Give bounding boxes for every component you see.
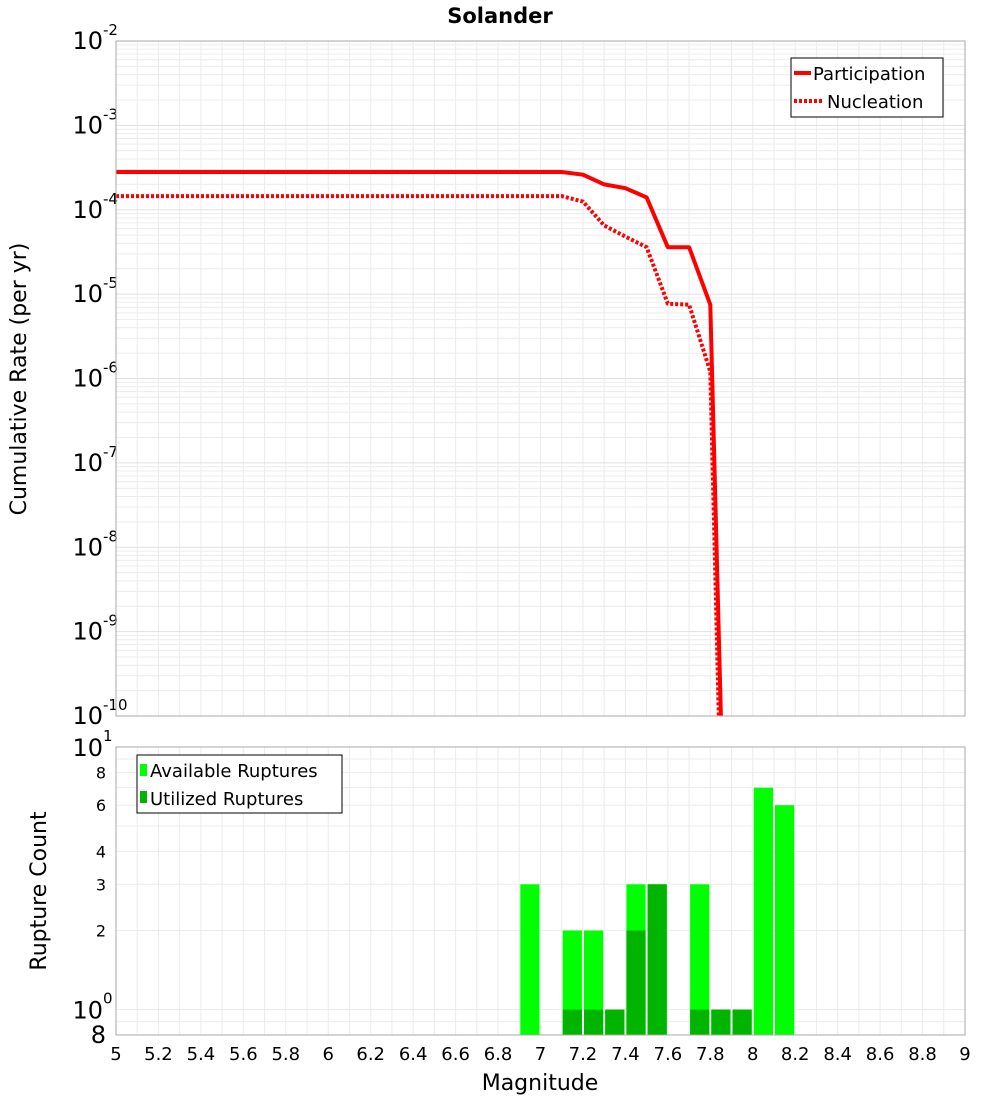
chart-title: Solander <box>447 4 553 28</box>
x-tick-label: 7.6 <box>654 1044 683 1065</box>
top-y-tick-base: 10 <box>72 280 103 308</box>
x-tick-label: 5.8 <box>271 1044 300 1065</box>
bar-utilized <box>690 1009 710 1035</box>
top-y-tick-exp: -6 <box>103 359 118 377</box>
top-plot-frame <box>115 40 966 717</box>
bar-available <box>520 884 540 1035</box>
top-y-tick-exp: -3 <box>103 105 118 123</box>
bar-available <box>584 930 604 1035</box>
legend-label-available: Available Ruptures <box>150 761 318 782</box>
top-y-tick-base: 10 <box>72 702 103 730</box>
bar-utilized <box>626 930 646 1035</box>
legend-label-nucleation: Nucleation <box>827 92 923 113</box>
x-tick-label: 8.4 <box>823 1044 852 1065</box>
top-y-tick-exp: -5 <box>103 274 118 292</box>
x-tick-label: 5.2 <box>144 1044 173 1065</box>
x-tick-label: 5.4 <box>187 1044 216 1065</box>
x-tick-label: 6 <box>323 1044 334 1065</box>
top-y-tick-base: 10 <box>72 449 103 477</box>
x-tick-label: 5.6 <box>229 1044 258 1065</box>
x-tick-label: 7.4 <box>611 1044 640 1065</box>
x-tick-label: 7.2 <box>569 1044 598 1065</box>
legend-swatch-available <box>140 764 147 776</box>
top-y-tick-base: 10 <box>72 533 103 561</box>
bar-available <box>753 787 773 1035</box>
legend-label-utilized: Utilized Ruptures <box>150 789 303 810</box>
bottom-legend: Available Ruptures Utilized Ruptures <box>136 754 343 814</box>
top-y-tick-exp: -7 <box>103 443 118 461</box>
top-y-tick-exp: -2 <box>103 21 118 39</box>
bar-utilized <box>584 1009 604 1035</box>
bottom-y-tick-exp: 1 <box>103 727 113 745</box>
series-line-participation <box>116 170 723 716</box>
top-grid <box>115 41 966 717</box>
bar-utilized <box>605 1009 625 1035</box>
top-y-tick-exp: -8 <box>103 527 118 545</box>
x-tick-label: 8 <box>747 1044 758 1065</box>
top-y-tick-exp: -4 <box>103 190 118 208</box>
bar-available <box>775 805 795 1035</box>
bar-utilized <box>732 1009 752 1035</box>
legend-label-participation: Participation <box>813 64 925 85</box>
x-tick-label: 6.4 <box>399 1044 428 1065</box>
bottom-y-tick-label: 8 <box>96 763 106 782</box>
top-legend: Participation Nucleation <box>790 57 944 118</box>
x-axis-label: Magnitude <box>482 1071 599 1096</box>
top-y-tick-base: 10 <box>72 618 103 646</box>
top-y-tick-exp: -9 <box>103 612 118 630</box>
top-y-axis-label: Cumulative Rate (per yr) <box>7 243 32 516</box>
bottom-bars <box>520 787 795 1035</box>
bottom-y-tick-base: 10 <box>72 734 103 762</box>
top-y-tick-base: 10 <box>72 111 103 139</box>
x-tick-label: 5 <box>110 1044 121 1065</box>
bar-available <box>690 884 710 1035</box>
bottom-y-tick-label: 3 <box>96 875 106 894</box>
bottom-y-tick-label: 2 <box>96 922 106 941</box>
bar-utilized <box>647 884 667 1035</box>
bar-utilized <box>562 1009 582 1035</box>
bottom-y-tick-base: 10 <box>72 997 103 1025</box>
x-tick-label: 6.6 <box>441 1044 470 1065</box>
top-lines <box>116 170 723 716</box>
legend-swatch-utilized <box>140 791 147 803</box>
x-tick-label: 9 <box>959 1044 970 1065</box>
bottom-plot-frame <box>115 746 966 1036</box>
top-y-ticks: 10-210-310-410-510-610-710-810-910-10 <box>72 21 127 730</box>
x-tick-label: 7.8 <box>696 1044 725 1065</box>
series-line-nucleation <box>116 194 721 716</box>
bottom-y-tick-exp: 0 <box>103 990 113 1008</box>
x-tick-label: 6.2 <box>356 1044 385 1065</box>
x-tick-label: 6.8 <box>484 1044 513 1065</box>
top-legend-box <box>790 57 944 118</box>
x-tick-label: 8.8 <box>908 1044 937 1065</box>
top-y-tick-base: 10 <box>72 27 103 55</box>
bottom-y-tick-label: 8 <box>91 1021 106 1049</box>
top-y-tick-base: 10 <box>72 365 103 393</box>
bar-available <box>562 930 582 1035</box>
x-ticks: 5 5.2 5.4 5.6 5.8 6 6.2 6.4 6.6 6.8 7 7.2 7.4 7.6 7.8 8… <box>110 1044 970 1065</box>
x-tick-label: 7 <box>535 1044 546 1065</box>
bottom-y-tick-label: 6 <box>96 796 106 815</box>
x-tick-label: 8.2 <box>781 1044 810 1065</box>
bottom-legend-box <box>136 754 343 814</box>
top-y-tick-exp: -10 <box>103 696 128 714</box>
top-y-tick-base: 10 <box>72 196 103 224</box>
bottom-y-tick-label: 4 <box>96 842 106 861</box>
bottom-y-axis-label: Rupture Count <box>27 811 52 971</box>
x-tick-label: 8.6 <box>866 1044 895 1065</box>
bar-utilized <box>711 1009 731 1035</box>
